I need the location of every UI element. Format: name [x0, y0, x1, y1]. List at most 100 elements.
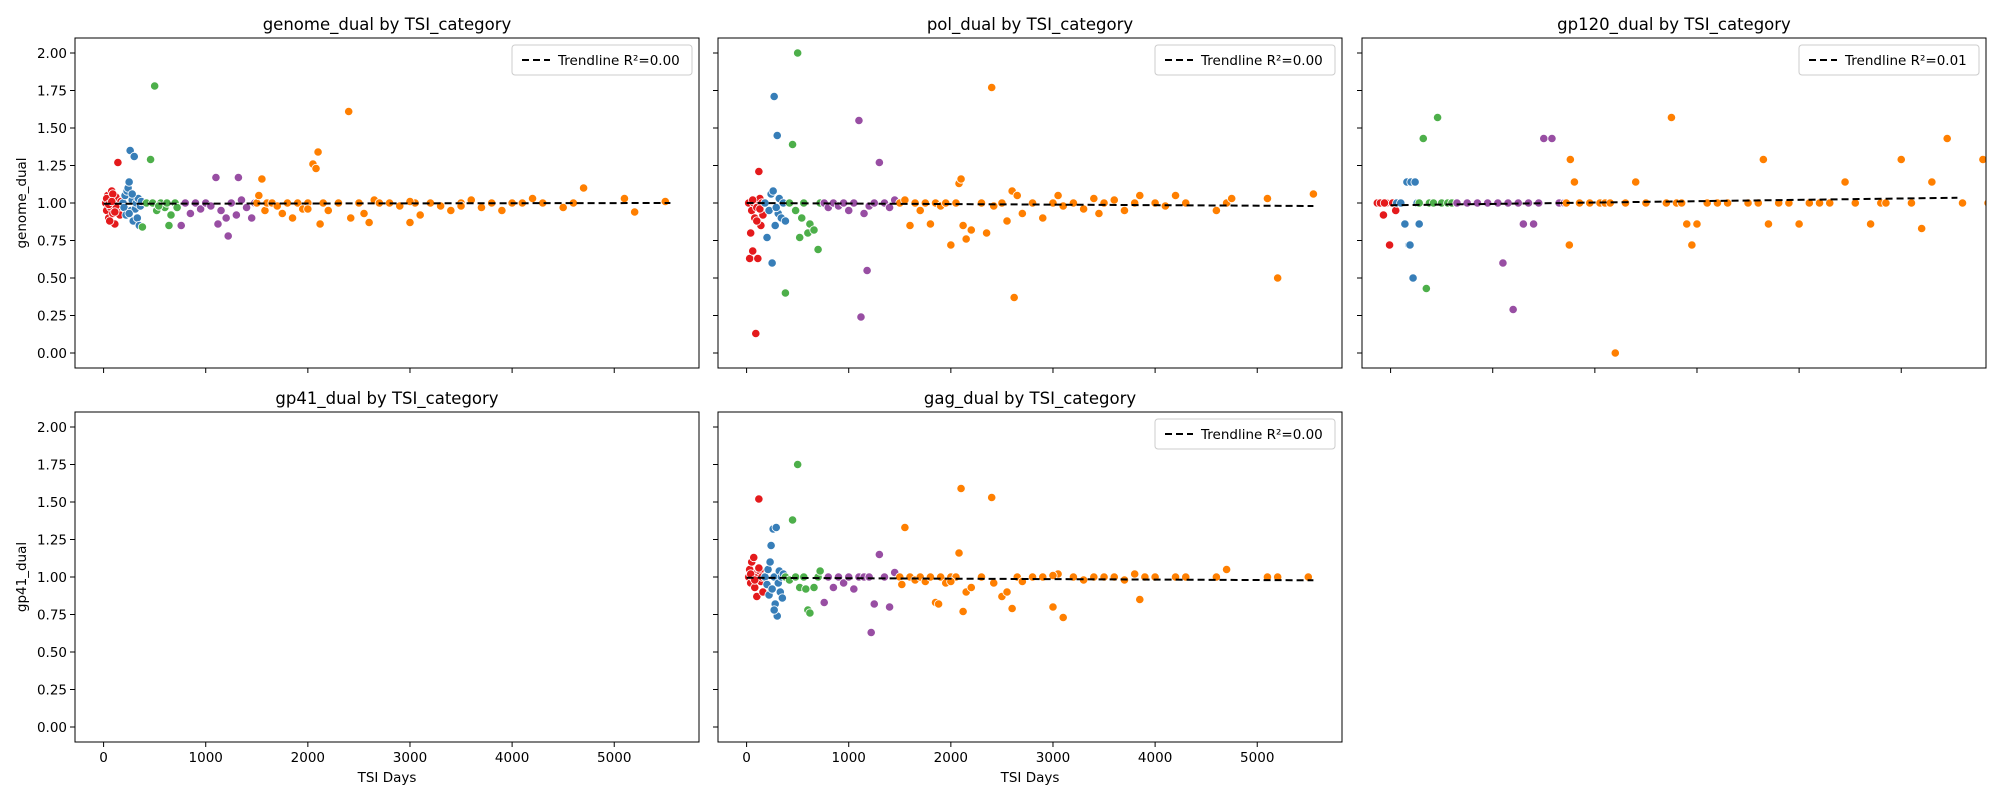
data-point: [801, 584, 811, 594]
data-point: [795, 232, 805, 243]
x-axis-label: TSI Days: [1000, 770, 1060, 786]
data-point: [793, 48, 803, 58]
data-point: [137, 222, 148, 232]
plot-frame: [717, 37, 1343, 369]
data-point: [1565, 154, 1575, 165]
data-point: [766, 540, 776, 551]
data-point: [247, 213, 257, 223]
data-point: [1917, 223, 1927, 234]
data-point: [1794, 219, 1804, 229]
legend-box: [511, 44, 693, 76]
data-point: [1221, 564, 1232, 575]
y-tick-label: 1.75: [37, 458, 67, 474]
data-point: [166, 210, 176, 220]
data-point: [1840, 177, 1850, 187]
y-tick-label: 1.75: [37, 84, 67, 100]
data-point: [1009, 292, 1019, 303]
data-point: [976, 572, 987, 582]
trendline: [1390, 196, 1958, 207]
y-tick-label: 0.75: [37, 234, 67, 250]
data-point: [110, 207, 120, 217]
data-point: [897, 579, 907, 590]
data-point: [1666, 112, 1677, 123]
data-point: [1528, 219, 1539, 229]
data-point: [1135, 594, 1145, 605]
data-point: [346, 213, 356, 223]
data-point: [854, 115, 864, 126]
data-point: [303, 204, 313, 214]
data-point: [787, 139, 798, 150]
data-point: [989, 201, 999, 211]
data-point: [1262, 193, 1273, 204]
x-axis-label: TSI Days: [357, 770, 417, 786]
data-point: [1379, 198, 1390, 208]
y-tick-label: 0.00: [37, 346, 67, 362]
data-point: [933, 599, 944, 609]
legend-box: [1154, 418, 1336, 450]
x-tick-label: 0: [742, 750, 751, 766]
trendline: [103, 202, 671, 205]
data-point: [315, 219, 325, 229]
data-point: [763, 564, 773, 575]
data-point: [769, 91, 779, 102]
data-point: [987, 82, 997, 93]
data-point: [1027, 198, 1038, 208]
y-tick-label: 1.25: [37, 159, 67, 175]
data-point: [127, 189, 137, 199]
data-point: [132, 213, 142, 223]
data-point: [1405, 240, 1415, 250]
plot-frame: [74, 37, 700, 369]
data-point: [1048, 570, 1058, 581]
data-point: [1865, 219, 1876, 229]
x-tick-label: 2000: [291, 750, 325, 766]
scatter-points: [1372, 112, 1986, 358]
data-point: [987, 492, 997, 503]
data-point: [185, 208, 196, 219]
legend: Trendline R²=0.00: [1154, 44, 1336, 76]
data-point: [1452, 198, 1462, 208]
data-point: [1508, 304, 1518, 315]
data-point: [1089, 193, 1099, 204]
data-point: [799, 572, 809, 582]
data-point: [771, 202, 781, 213]
data-point: [113, 157, 123, 168]
data-point: [762, 232, 772, 243]
data-point: [862, 265, 872, 276]
data-point: [1763, 219, 1774, 229]
data-point: [828, 582, 839, 593]
data-point: [989, 578, 999, 588]
data-point: [211, 172, 221, 183]
panel-2: pol_dual by TSI_category Trendline R²=0.0…: [713, 15, 1343, 373]
data-point: [1498, 258, 1508, 268]
data-point: [1414, 219, 1424, 229]
data-point: [976, 198, 987, 208]
x-tick-label: 5000: [1240, 750, 1274, 766]
data-point: [1677, 198, 1687, 208]
panel-3: gp120_dual by TSI_category Trendline R²=0…: [1357, 15, 1987, 373]
data-point: [1983, 198, 1986, 208]
data-point: [754, 166, 764, 177]
data-point: [905, 220, 915, 231]
data-point: [124, 177, 134, 187]
data-point: [1906, 198, 1917, 208]
data-point: [749, 552, 759, 563]
data-point: [1896, 154, 1906, 165]
data-point: [1758, 154, 1768, 165]
data-point: [287, 213, 298, 223]
data-point: [1957, 198, 1968, 208]
data-point: [879, 572, 890, 582]
data-point: [1414, 198, 1424, 208]
panel-title: gp41_dual by TSI_category: [275, 389, 498, 409]
data-point: [1418, 133, 1428, 144]
data-point: [770, 220, 780, 231]
data-point: [856, 312, 866, 322]
legend-label: Trendline R²=0.00: [1200, 427, 1323, 443]
data-point: [196, 204, 206, 214]
data-point: [150, 81, 160, 91]
data-point: [951, 198, 961, 208]
data-point: [866, 627, 876, 638]
x-tick-label: 1000: [189, 750, 223, 766]
y-axis-label: genome_dual: [14, 157, 30, 248]
data-point: [777, 593, 787, 603]
x-tick-label: 4000: [495, 750, 529, 766]
